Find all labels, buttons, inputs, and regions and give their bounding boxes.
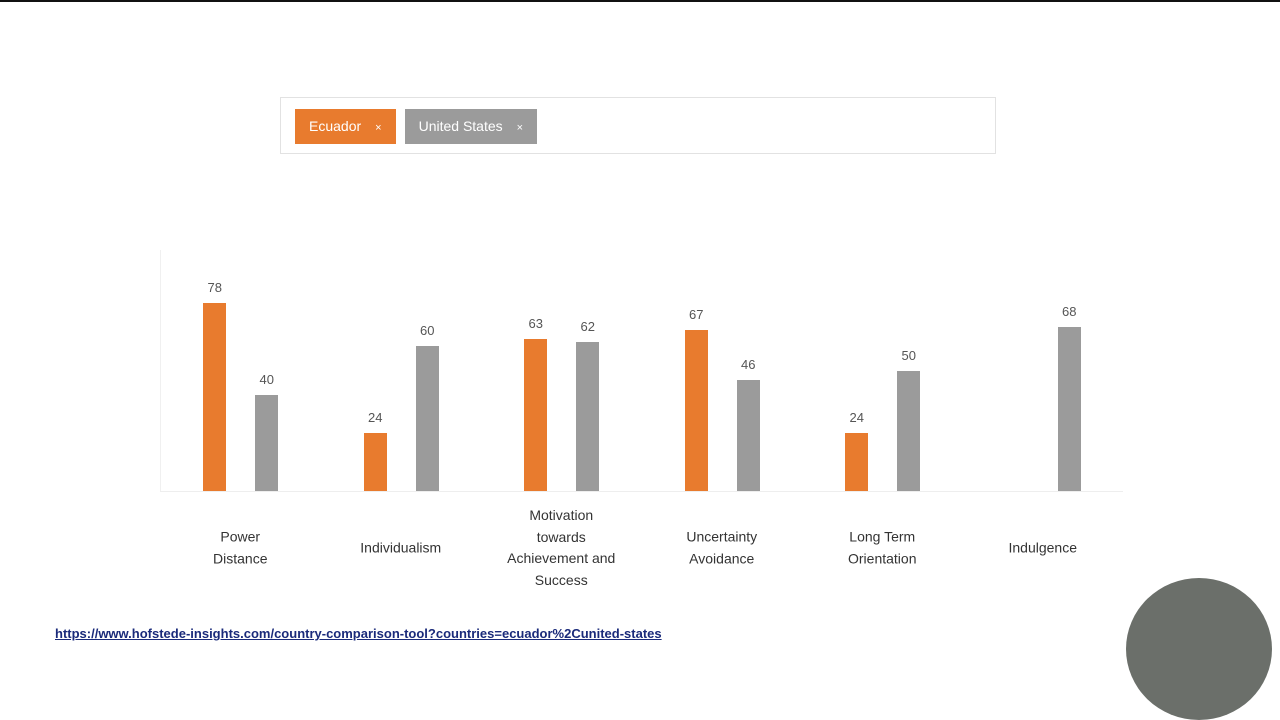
data-label: 46	[741, 357, 756, 373]
bar	[363, 433, 387, 491]
webcam-overlay	[1126, 578, 1272, 720]
country-filter[interactable]: Ecuador × United States ×	[280, 97, 996, 154]
bar	[845, 433, 869, 491]
axis-line	[160, 250, 161, 491]
data-label: 68	[1062, 304, 1077, 320]
x-tick-label: Indulgence	[1008, 539, 1077, 556]
bar	[897, 370, 921, 491]
x-tick-label: Motivation towards Achievement and Succe…	[507, 507, 616, 588]
x-tick-label: Individualism	[360, 539, 442, 556]
data-label: 50	[901, 347, 916, 363]
chip-label: United States	[418, 118, 503, 134]
bar	[255, 394, 279, 491]
bar	[415, 346, 439, 491]
data-label: 62	[580, 318, 595, 334]
x-tick-label: Uncertainty Avoidance	[686, 528, 758, 567]
data-label: 24	[368, 410, 383, 426]
bar	[736, 380, 760, 491]
data-label: 40	[259, 371, 274, 387]
bar	[576, 341, 600, 491]
data-label: 78	[207, 280, 222, 296]
chip-label: Ecuador	[309, 118, 362, 134]
chip-remove[interactable]: ×	[516, 122, 524, 134]
bar	[1057, 327, 1081, 491]
data-label: 67	[689, 306, 704, 322]
filter-chip[interactable]: United States ×	[404, 109, 538, 144]
bar	[203, 303, 227, 491]
data-label: 24	[849, 410, 864, 426]
bar	[524, 339, 548, 491]
data-label: 60	[420, 323, 435, 339]
axis-line	[160, 491, 1123, 492]
top-bar	[0, 0, 1280, 2]
data-label: 63	[528, 316, 543, 332]
bar	[684, 329, 708, 491]
x-tick-label: Power Distance	[213, 528, 268, 567]
url-link[interactable]: https://www.hofstede-insights.com/countr…	[55, 626, 662, 641]
x-tick-label: Long Term Orientation	[848, 528, 917, 567]
chip-remove[interactable]: ×	[375, 122, 382, 134]
filter-chip[interactable]: Ecuador ×	[295, 109, 396, 144]
